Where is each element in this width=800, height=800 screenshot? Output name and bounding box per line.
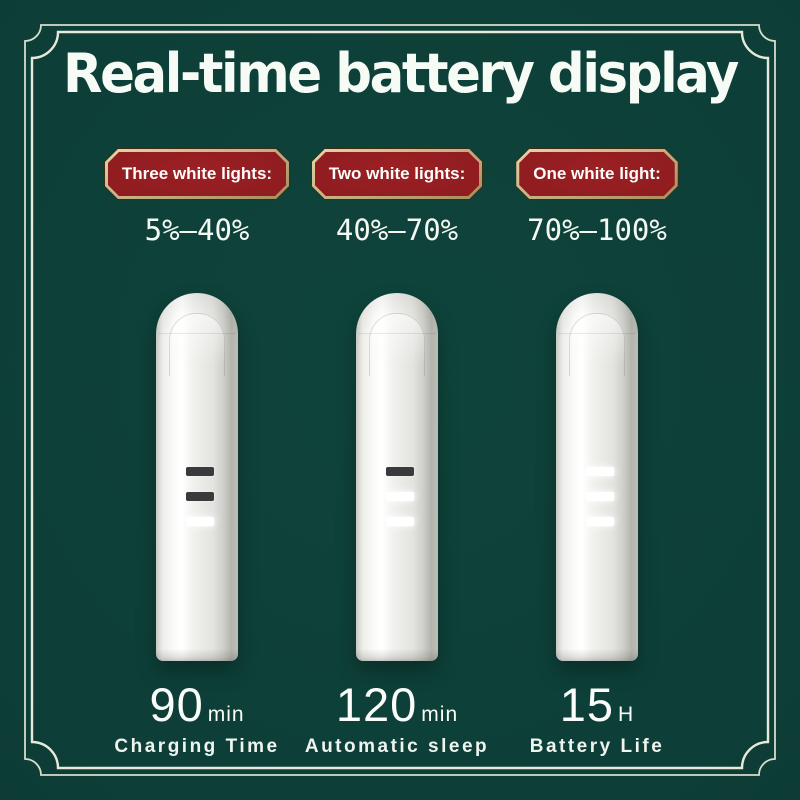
stat: 120 min (336, 681, 458, 729)
lights-badge: Three white lights: (104, 148, 290, 200)
pen-cap-arch (569, 313, 625, 376)
lights-badge: Two white lights: (311, 148, 484, 200)
indicator-light-2 (586, 492, 614, 501)
stat-value: 120 (335, 678, 418, 731)
battery-state-column: Three white lights: 5%–40% 90 min Chargi… (92, 0, 302, 800)
pen-cap-seam (358, 333, 436, 334)
page-title: Real-time battery display (62, 42, 739, 105)
stat-unit: H (618, 703, 635, 726)
indicator-light-3 (186, 517, 214, 526)
battery-range: 70%–100% (527, 213, 667, 247)
pen-cap-arch (369, 313, 425, 376)
stat-caption: Battery Life (529, 736, 665, 757)
indicator-light-2 (186, 492, 214, 501)
battery-state-column: Two white lights: 40%–70% 120 min Automa… (292, 0, 502, 800)
battery-range: 5%–40% (144, 213, 250, 247)
pen-cap-arch (169, 313, 225, 376)
badge-plaque: One white light: (519, 152, 675, 196)
stylus-pen (356, 293, 438, 661)
indicator-light-2 (386, 492, 414, 501)
pen-cap-seam (158, 333, 236, 334)
stat-unit: min (207, 703, 245, 726)
stat-unit: min (421, 703, 459, 726)
battery-range: 40%–70% (335, 213, 459, 247)
indicator-light-1 (186, 467, 214, 476)
stylus-pen (556, 293, 638, 661)
indicator-light-3 (586, 517, 614, 526)
pen-cap-seam (558, 333, 636, 334)
indicator-light-1 (386, 467, 414, 476)
stat: 90 min (149, 681, 244, 729)
badge-plaque: Three white lights: (108, 152, 286, 196)
stat-value: 15 (559, 678, 615, 731)
stat-value: 90 (149, 678, 204, 731)
badge-label: Two white lights: (328, 164, 466, 183)
badge-label: Three white lights: (121, 164, 273, 183)
stat-caption: Charging Time (114, 736, 280, 757)
stylus-pen (156, 293, 238, 661)
badge-label: One white light: (533, 164, 661, 183)
badge-plaque: Two white lights: (315, 152, 480, 196)
indicator-light-3 (386, 517, 414, 526)
badge-border: One white light: (516, 149, 678, 199)
stat-caption: Automatic sleep (304, 736, 490, 757)
stat: 15 H (560, 681, 634, 729)
badge-border: Three white lights: (105, 149, 289, 199)
indicator-light-1 (586, 467, 614, 476)
battery-state-column: One white light: 70%–100% 15 H Battery L… (492, 0, 702, 800)
lights-badge: One white light: (515, 148, 679, 200)
badge-border: Two white lights: (312, 149, 483, 199)
